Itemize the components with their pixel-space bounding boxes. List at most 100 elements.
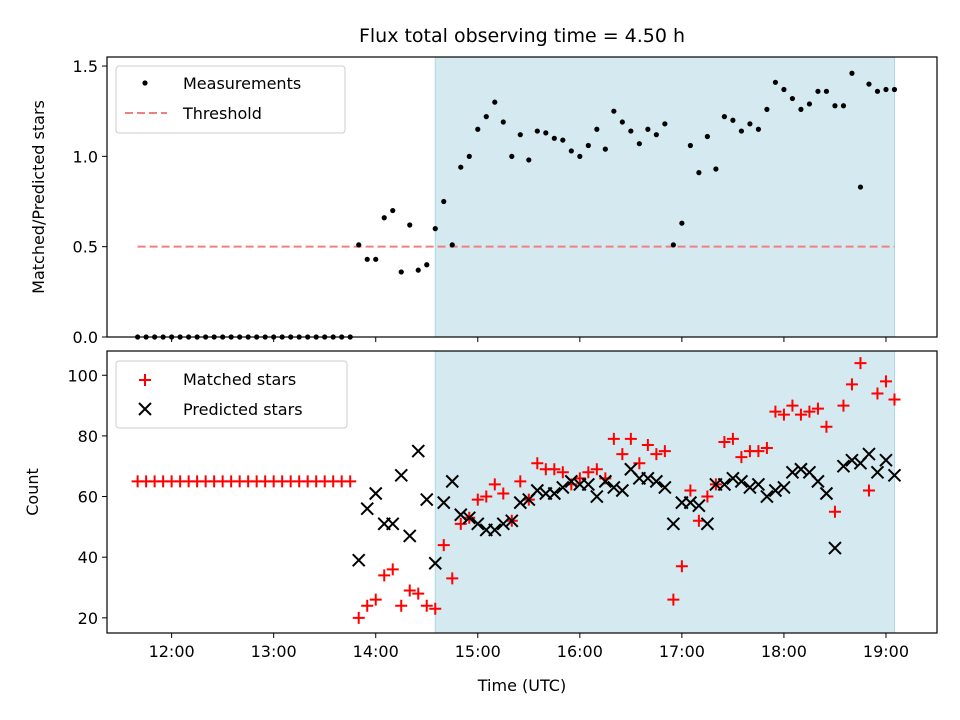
measurement-point	[789, 95, 796, 102]
matched-star-point	[684, 484, 697, 497]
bottom-x-tick-label: 14:00	[353, 642, 399, 661]
measurement-point	[628, 128, 634, 134]
top-panel: 0.0 0.5 1.0 1.5 Matched/Predicted stars Mea…	[29, 56, 938, 347]
measurement-point	[441, 198, 447, 205]
matched-star-point	[667, 593, 680, 606]
bottom-x-tick-label: 15:00	[455, 642, 501, 661]
matched-star-point	[446, 572, 459, 585]
measurement-point	[517, 132, 523, 138]
matched-star-point	[828, 505, 841, 518]
matched-star-point	[701, 490, 714, 503]
matched-star-point	[590, 463, 603, 476]
matched-star-point	[633, 457, 646, 470]
matched-star-point	[556, 466, 569, 479]
predicted-star-point	[794, 462, 808, 476]
predicted-star-point	[819, 486, 834, 501]
matched-star-point	[454, 517, 467, 530]
bottom-y-axis-label: Count	[23, 468, 42, 516]
matched-star-point	[582, 466, 595, 479]
bottom-x-tick-label: 17:00	[659, 642, 705, 661]
measurement-point	[883, 86, 889, 93]
bottom-y-tick-label: 60	[78, 488, 98, 507]
measurement-point	[704, 133, 710, 140]
measurement-point	[577, 153, 583, 159]
predicted-star-point	[717, 477, 732, 492]
measurement-point	[840, 103, 847, 109]
bottom-x-tick-label: 16:00	[557, 642, 603, 661]
measurement-point	[509, 153, 515, 159]
matched-star-point	[361, 599, 374, 612]
measurement-point	[543, 130, 549, 136]
matched-star-point	[718, 435, 731, 448]
predicted-star-point	[505, 514, 519, 528]
legend-predicted-label: Predicted stars	[183, 400, 303, 419]
measurement-point	[645, 126, 651, 132]
measurement-point	[594, 126, 600, 132]
measurement-point	[857, 184, 864, 190]
measurement-point	[398, 269, 404, 275]
measurement-point	[560, 137, 566, 143]
predicted-star-point	[420, 492, 434, 507]
matched-star-point	[837, 399, 850, 412]
top-y-ticks: 0.0 0.5 1.0 1.5	[73, 57, 107, 347]
matched-star-point	[777, 408, 790, 421]
measurement-point	[381, 215, 387, 221]
predicted-star-point	[437, 495, 451, 510]
measurement-point	[636, 141, 642, 147]
measurement-point	[585, 142, 591, 149]
bottom-legend-box	[115, 360, 348, 429]
measurement-point	[764, 106, 770, 112]
predicted-star-point	[845, 453, 859, 467]
matched-star-point	[514, 475, 527, 488]
measurement-point	[815, 88, 821, 94]
predicted-star-point	[462, 511, 476, 525]
measurement-point	[483, 114, 489, 120]
matched-star-point	[650, 448, 663, 461]
predicted-star-point	[403, 529, 417, 543]
predicted-star-point	[590, 489, 604, 504]
matched-star-point	[369, 593, 382, 606]
measurement-point	[551, 135, 557, 141]
legend-measurements-label: Measurements	[183, 74, 301, 93]
bottom-x-ticks: 12:00 13:00 14:00 15:00 16:00 17:00 18:00 19:00	[149, 633, 909, 661]
top-y-axis-label: Matched/Predicted stars	[29, 100, 48, 294]
matched-star-point	[429, 602, 442, 615]
matched-star-point	[471, 493, 484, 506]
predicted-star-point	[692, 498, 706, 513]
matched-star-point	[760, 442, 773, 455]
matched-star-point	[769, 405, 782, 418]
predicted-star-point	[743, 480, 757, 495]
measurement-point	[755, 126, 762, 132]
measurement-point	[713, 166, 719, 172]
bottom-x-tick-label: 13:00	[251, 642, 297, 661]
measurement-point	[738, 128, 745, 134]
measurement-point	[364, 256, 370, 262]
legend-matched-marker	[139, 374, 151, 386]
predicted-star-point	[768, 483, 783, 498]
measurement-point	[832, 103, 838, 109]
predicted-star-point	[556, 480, 570, 495]
measurement-point	[679, 220, 685, 226]
bottom-y-tick-label: 80	[78, 427, 98, 446]
measurement-point	[373, 256, 379, 262]
predicted-star-point	[658, 480, 672, 495]
measurement-point	[602, 146, 608, 152]
matched-star-point	[879, 375, 892, 388]
measurement-point	[806, 101, 813, 107]
matched-star-point	[412, 587, 425, 600]
matched-star-point	[692, 514, 705, 527]
matched-star-point	[395, 599, 408, 612]
predicted-star-point	[666, 517, 681, 531]
matched-star-point	[811, 402, 824, 415]
predicted-star-point	[836, 459, 851, 473]
matched-star-point	[641, 439, 654, 451]
legend-threshold-label: Threshold	[182, 104, 262, 123]
matched-star-point	[786, 399, 799, 412]
predicted-star-point	[386, 517, 400, 531]
predicted-star-point	[564, 474, 579, 489]
bottom-shaded-region	[434, 350, 895, 634]
predicted-star-point	[683, 495, 698, 510]
measurement-point	[721, 114, 727, 120]
matched-star-point	[573, 472, 586, 485]
predicted-star-point	[760, 489, 774, 504]
